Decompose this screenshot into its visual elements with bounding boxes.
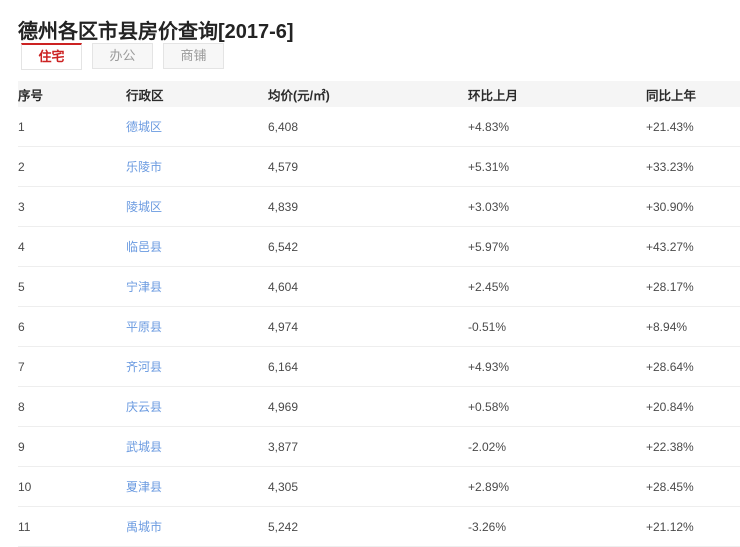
table-row: 8 庆云县 4,969 +0.58% +20.84% bbox=[18, 386, 740, 427]
row-index: 2 bbox=[18, 146, 126, 187]
table-row: 4 临邑县 6,542 +5.97% +43.27% bbox=[18, 226, 740, 267]
tab-office[interactable]: 办公 bbox=[92, 43, 153, 69]
year-over-year-change: +28.64% bbox=[646, 346, 740, 387]
column-header-yoy: 同比上年 bbox=[646, 81, 740, 107]
year-over-year-change: +22.38% bbox=[646, 426, 740, 467]
month-over-month-change: +5.97% bbox=[468, 226, 646, 267]
table-row: 10 夏津县 4,305 +2.89% +28.45% bbox=[18, 466, 740, 507]
district-link[interactable]: 乐陵市 bbox=[126, 160, 163, 174]
district-cell: 平原县 bbox=[126, 306, 268, 347]
district-cell: 齐河县 bbox=[126, 346, 268, 387]
row-index: 5 bbox=[18, 266, 126, 307]
district-link[interactable]: 临邑县 bbox=[126, 240, 163, 254]
table-row: 2 乐陵市 4,579 +5.31% +33.23% bbox=[18, 146, 740, 187]
average-price: 6,408 bbox=[268, 107, 468, 147]
average-price: 6,164 bbox=[268, 346, 468, 387]
average-price: 4,604 bbox=[268, 266, 468, 307]
tab-shop[interactable]: 商铺 bbox=[163, 43, 224, 69]
district-cell: 临邑县 bbox=[126, 226, 268, 267]
table-row: 7 齐河县 6,164 +4.93% +28.64% bbox=[18, 346, 740, 387]
price-query-page: 德州各区市县房价查询[2017-6] 住宅 办公 商铺 序号 行政区 均价(元/㎡) 环比… bbox=[18, 21, 740, 547]
year-over-year-change: +21.12% bbox=[646, 506, 740, 547]
year-over-year-change: +21.43% bbox=[646, 107, 740, 147]
row-index: 7 bbox=[18, 346, 126, 387]
table-header-row: 序号 行政区 均价(元/㎡) 环比上月 同比上年 bbox=[18, 81, 740, 107]
month-over-month-change: -3.26% bbox=[468, 506, 646, 547]
district-cell: 武城县 bbox=[126, 426, 268, 467]
table-row: 9 武城县 3,877 -2.02% +22.38% bbox=[18, 426, 740, 467]
table-row: 3 陵城区 4,839 +3.03% +30.90% bbox=[18, 186, 740, 227]
month-over-month-change: +0.58% bbox=[468, 386, 646, 427]
row-index: 11 bbox=[18, 506, 126, 547]
district-link[interactable]: 陵城区 bbox=[126, 200, 163, 214]
year-over-year-change: +43.27% bbox=[646, 226, 740, 267]
table-row: 5 宁津县 4,604 +2.45% +28.17% bbox=[18, 266, 740, 307]
column-header-district: 行政区 bbox=[126, 81, 268, 107]
district-cell: 庆云县 bbox=[126, 386, 268, 427]
average-price: 4,969 bbox=[268, 386, 468, 427]
month-over-month-change: +2.45% bbox=[468, 266, 646, 307]
average-price: 6,542 bbox=[268, 226, 468, 267]
column-header-price: 均价(元/㎡) bbox=[268, 81, 468, 107]
district-link[interactable]: 禹城市 bbox=[126, 520, 163, 534]
district-link[interactable]: 平原县 bbox=[126, 320, 163, 334]
year-over-year-change: +8.94% bbox=[646, 306, 740, 347]
district-link[interactable]: 齐河县 bbox=[126, 360, 163, 374]
district-cell: 陵城区 bbox=[126, 186, 268, 227]
district-link[interactable]: 武城县 bbox=[126, 440, 163, 454]
district-cell: 夏津县 bbox=[126, 466, 268, 507]
table-row: 6 平原县 4,974 -0.51% +8.94% bbox=[18, 306, 740, 347]
row-index: 8 bbox=[18, 386, 126, 427]
district-link[interactable]: 宁津县 bbox=[126, 280, 163, 294]
price-table-container: 序号 行政区 均价(元/㎡) 环比上月 同比上年 1 德城区 6,408 +4.83% +21.… bbox=[18, 81, 740, 547]
average-price: 4,839 bbox=[268, 186, 468, 227]
district-cell: 禹城市 bbox=[126, 506, 268, 547]
tab-residential[interactable]: 住宅 bbox=[21, 43, 82, 70]
district-link[interactable]: 夏津县 bbox=[126, 480, 163, 494]
column-header-mom: 环比上月 bbox=[468, 81, 646, 107]
price-table-header: 序号 行政区 均价(元/㎡) 环比上月 同比上年 bbox=[18, 81, 740, 107]
price-table-body: 1 德城区 6,408 +4.83% +21.43% 2 乐陵市 4,579 +5.31% +33… bbox=[18, 107, 740, 547]
district-cell: 宁津县 bbox=[126, 266, 268, 307]
district-link[interactable]: 庆云县 bbox=[126, 400, 163, 414]
average-price: 4,305 bbox=[268, 466, 468, 507]
row-index: 10 bbox=[18, 466, 126, 507]
year-over-year-change: +20.84% bbox=[646, 386, 740, 427]
row-index: 6 bbox=[18, 306, 126, 347]
district-cell: 德城区 bbox=[126, 107, 268, 147]
average-price: 5,242 bbox=[268, 506, 468, 547]
year-over-year-change: +33.23% bbox=[646, 146, 740, 187]
page-title: 德州各区市县房价查询[2017-6] bbox=[18, 21, 294, 44]
property-type-tab-bar: 住宅 办公 商铺 bbox=[21, 43, 224, 70]
year-over-year-change: +28.45% bbox=[646, 466, 740, 507]
table-row: 1 德城区 6,408 +4.83% +21.43% bbox=[18, 107, 740, 147]
average-price: 4,579 bbox=[268, 146, 468, 187]
year-over-year-change: +30.90% bbox=[646, 186, 740, 227]
row-index: 9 bbox=[18, 426, 126, 467]
average-price: 4,974 bbox=[268, 306, 468, 347]
year-over-year-change: +28.17% bbox=[646, 266, 740, 307]
row-index: 4 bbox=[18, 226, 126, 267]
month-over-month-change: +2.89% bbox=[468, 466, 646, 507]
row-index: 1 bbox=[18, 107, 126, 147]
month-over-month-change: -2.02% bbox=[468, 426, 646, 467]
month-over-month-change: +3.03% bbox=[468, 186, 646, 227]
column-header-index: 序号 bbox=[18, 81, 126, 107]
month-over-month-change: -0.51% bbox=[468, 306, 646, 347]
district-link[interactable]: 德城区 bbox=[126, 120, 163, 134]
month-over-month-change: +5.31% bbox=[468, 146, 646, 187]
district-cell: 乐陵市 bbox=[126, 146, 268, 187]
row-index: 3 bbox=[18, 186, 126, 227]
month-over-month-change: +4.93% bbox=[468, 346, 646, 387]
table-row: 11 禹城市 5,242 -3.26% +21.12% bbox=[18, 506, 740, 547]
price-table: 序号 行政区 均价(元/㎡) 环比上月 同比上年 1 德城区 6,408 +4.83% +21.… bbox=[18, 81, 740, 547]
month-over-month-change: +4.83% bbox=[468, 107, 646, 147]
average-price: 3,877 bbox=[268, 426, 468, 467]
